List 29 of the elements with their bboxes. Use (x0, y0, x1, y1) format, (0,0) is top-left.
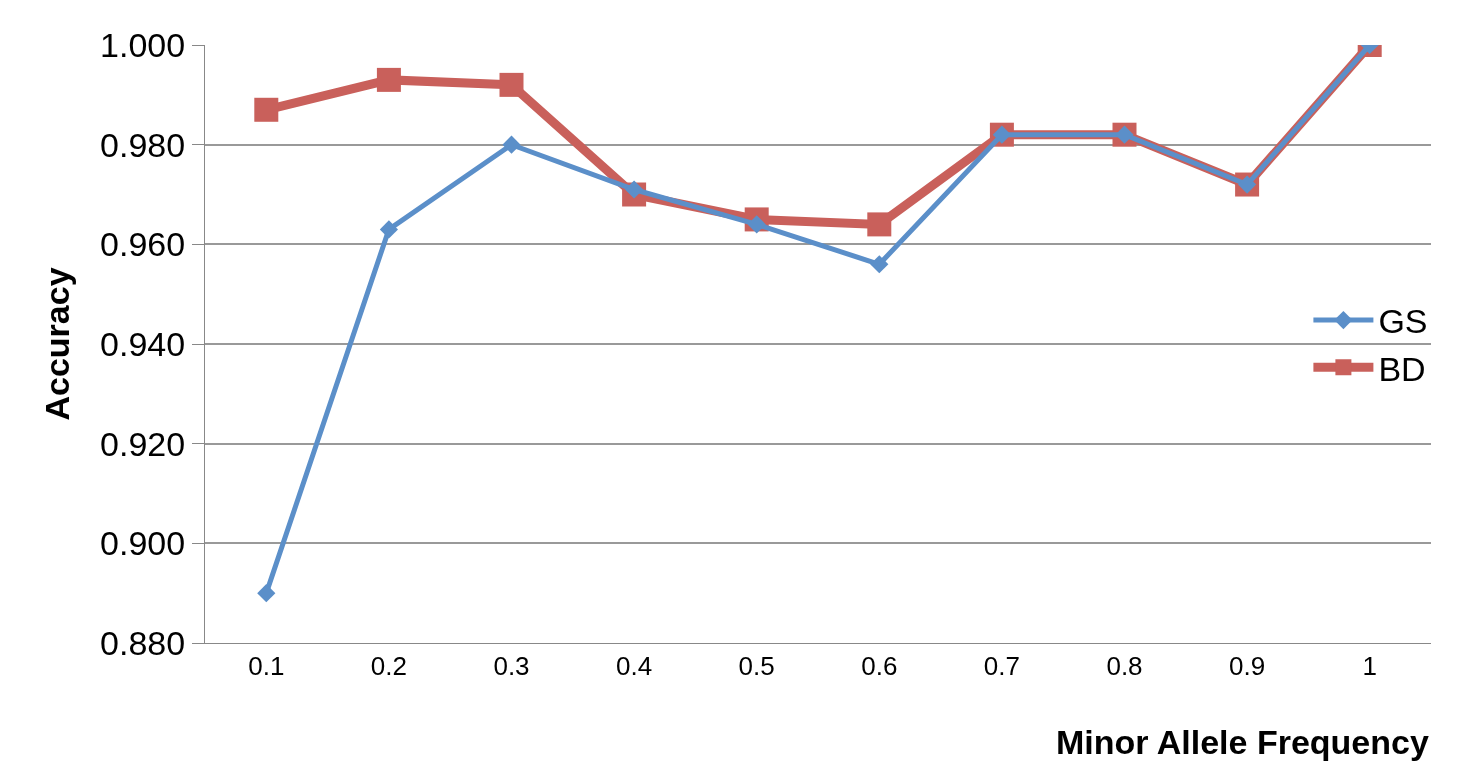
y-tick-label: 1.000 (100, 25, 186, 64)
point (502, 135, 521, 154)
point (867, 212, 892, 237)
y-tick-label: 0.960 (100, 225, 186, 264)
y-tick-label: 0.900 (100, 524, 186, 563)
point (254, 97, 279, 122)
point (257, 584, 276, 603)
x-tick-label: 1 (1362, 651, 1377, 682)
y-tick-label: 0.980 (100, 125, 186, 164)
point (379, 220, 398, 239)
y-tick-label: 0.920 (100, 424, 186, 463)
point (376, 67, 401, 92)
x-tick-label: 0.2 (370, 651, 407, 682)
x-axis-title: Minor Allele Frequency (1056, 723, 1429, 761)
x-tick-label: 0.9 (1229, 651, 1266, 682)
x-tick-label: 0.5 (738, 651, 775, 682)
point (870, 255, 889, 274)
x-tick-label: 0.6 (861, 651, 898, 682)
legend-label: BD (1378, 349, 1426, 388)
x-tick-label: 0.8 (1106, 651, 1143, 682)
point (499, 72, 524, 97)
y-tick-label: 0.880 (100, 623, 186, 662)
legend-label: GS (1378, 302, 1428, 341)
x-tick-label: 0.7 (983, 651, 1020, 682)
y-axis-title: Accuracy (37, 267, 76, 421)
x-tick-label: 0.4 (616, 651, 653, 682)
x-tick-label: 0.3 (493, 651, 530, 682)
y-tick-label: 0.940 (100, 324, 186, 363)
x-tick-label: 0.1 (248, 651, 285, 682)
